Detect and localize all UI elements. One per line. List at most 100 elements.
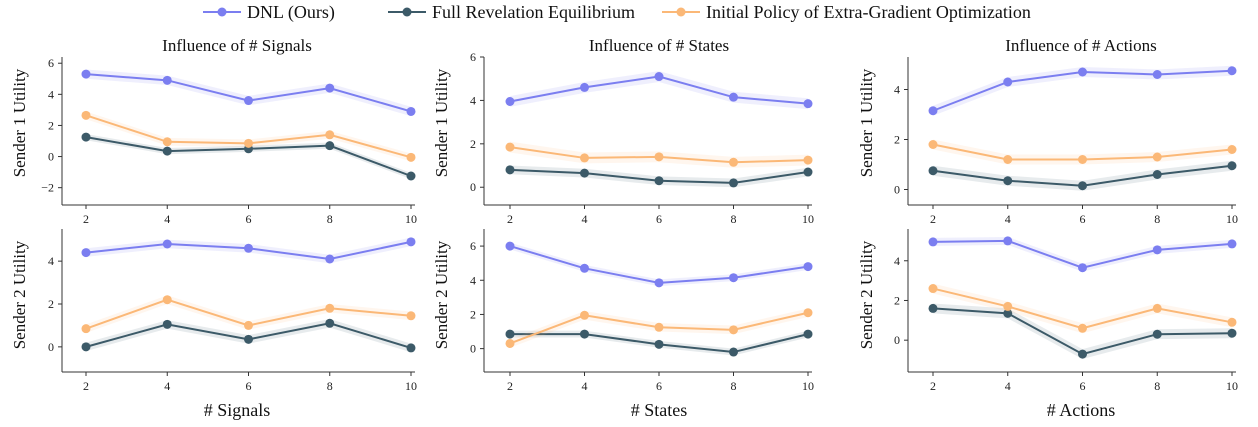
data-point xyxy=(162,295,172,305)
x-tick-label: 6 xyxy=(656,212,662,226)
data-point xyxy=(162,319,172,329)
x-tick-label: 8 xyxy=(1154,379,1160,393)
legend-marker-dnl xyxy=(217,7,227,17)
y-tick-label: 6 xyxy=(470,239,476,253)
data-point xyxy=(1227,66,1237,76)
data-point xyxy=(406,343,416,353)
legend-entry-initial-policy: Initial Policy of Extra-Gradient Optimiz… xyxy=(662,2,1031,22)
series-full-revelation-equilibrium xyxy=(505,329,813,357)
data-point xyxy=(406,171,416,181)
x-tick-label: 6 xyxy=(246,379,252,393)
y-tick-label: 4 xyxy=(470,93,476,107)
x-tick-label: 8 xyxy=(731,212,737,226)
data-point xyxy=(1227,328,1237,338)
data-point xyxy=(580,82,589,92)
data-point xyxy=(803,262,813,272)
series-dnl-ours xyxy=(505,71,813,110)
x-tick-label: 6 xyxy=(1080,212,1086,226)
y-tick-label: 2 xyxy=(470,307,476,321)
y-tick-label: 6 xyxy=(470,50,476,64)
data-point xyxy=(928,106,938,116)
data-point xyxy=(81,132,91,142)
series-dnl-ours xyxy=(928,65,1237,116)
legend-marker-initial-policy xyxy=(676,7,686,17)
legend-entry-full-revelation: Full Revelation Equilibrium xyxy=(388,2,635,22)
y-tick-label: 4 xyxy=(470,273,476,287)
panel-signals-sender2: 0 2 4 2 4 6 8 10 xyxy=(48,229,417,393)
data-point xyxy=(729,273,738,283)
data-point xyxy=(325,83,335,93)
data-point xyxy=(406,152,416,162)
y-tick-label: 4 xyxy=(894,83,900,97)
y-tick-label: 2 xyxy=(894,293,900,307)
data-point xyxy=(244,334,253,344)
y-tick-label: 0 xyxy=(470,180,476,194)
legend-label-dnl: DNL (Ours) xyxy=(247,2,335,23)
series-initial-policy-of-extra-gradient-optimization xyxy=(81,295,416,334)
data-point xyxy=(81,248,91,258)
x-tick-label: 6 xyxy=(1080,379,1086,393)
x-tick-label: 10 xyxy=(1226,379,1238,393)
data-point xyxy=(928,140,938,149)
x-tick-label: 4 xyxy=(582,212,588,226)
x-tick-label: 8 xyxy=(327,212,333,226)
legend: DNL (Ours) Full Revelation Equilibrium I… xyxy=(203,2,1031,23)
data-point xyxy=(325,141,335,151)
data-point xyxy=(580,263,589,273)
x-tick-label: 10 xyxy=(405,212,417,226)
ylabel-sender2-signals: Sender 2 Utility xyxy=(10,240,29,349)
data-point xyxy=(162,146,172,156)
data-point xyxy=(928,237,938,247)
series-band xyxy=(86,69,411,117)
row-ylabels: Sender 1 Utility Sender 1 Utility Sender… xyxy=(10,68,876,349)
data-point xyxy=(406,237,416,247)
data-point xyxy=(580,329,589,339)
data-point xyxy=(729,347,738,357)
x-tick-label: 10 xyxy=(405,379,417,393)
data-point xyxy=(1003,301,1013,311)
data-point xyxy=(1152,303,1162,313)
data-point xyxy=(162,137,172,147)
data-point xyxy=(928,303,938,313)
series-full-revelation-equilibrium xyxy=(81,132,416,181)
x-tick-label: 6 xyxy=(246,212,252,226)
data-point xyxy=(81,342,91,352)
column-titles: Influence of # Signals Influence of # St… xyxy=(162,36,1157,55)
data-point xyxy=(1003,236,1013,246)
data-point xyxy=(803,155,813,165)
y-tick-label: 6 xyxy=(48,56,54,70)
data-point xyxy=(505,165,515,175)
data-point xyxy=(1078,67,1087,77)
y-tick-label: 2 xyxy=(470,137,476,151)
series-dnl-ours xyxy=(505,241,813,288)
legend-marker-full-revelation xyxy=(402,7,412,17)
column-title-signals: Influence of # Signals xyxy=(162,36,312,55)
y-tick-label: 0 xyxy=(48,150,54,164)
x-tick-label: 2 xyxy=(507,212,513,226)
data-point xyxy=(244,138,253,148)
data-point xyxy=(81,324,91,334)
series-initial-policy-of-extra-gradient-optimization xyxy=(505,308,813,348)
data-point xyxy=(729,157,738,167)
data-point xyxy=(325,254,335,264)
panel-states-sender1: 0 2 4 6 2 4 6 8 10 xyxy=(470,50,814,226)
y-tick-label: 0 xyxy=(894,333,900,347)
data-point xyxy=(729,325,738,335)
x-tick-label: 2 xyxy=(83,379,89,393)
data-point xyxy=(803,329,813,339)
xlabel-signals: # Signals xyxy=(204,400,271,420)
data-point xyxy=(1152,70,1162,79)
data-point xyxy=(803,308,813,318)
xlabel-states: # States xyxy=(631,400,688,420)
data-point xyxy=(1227,161,1237,171)
data-point xyxy=(580,168,589,178)
data-point xyxy=(244,320,253,330)
data-point xyxy=(325,318,335,328)
data-point xyxy=(803,99,813,109)
data-point xyxy=(505,241,515,251)
data-point xyxy=(928,166,938,176)
data-point xyxy=(1003,176,1013,186)
data-point xyxy=(1152,329,1162,339)
data-point xyxy=(580,310,589,320)
